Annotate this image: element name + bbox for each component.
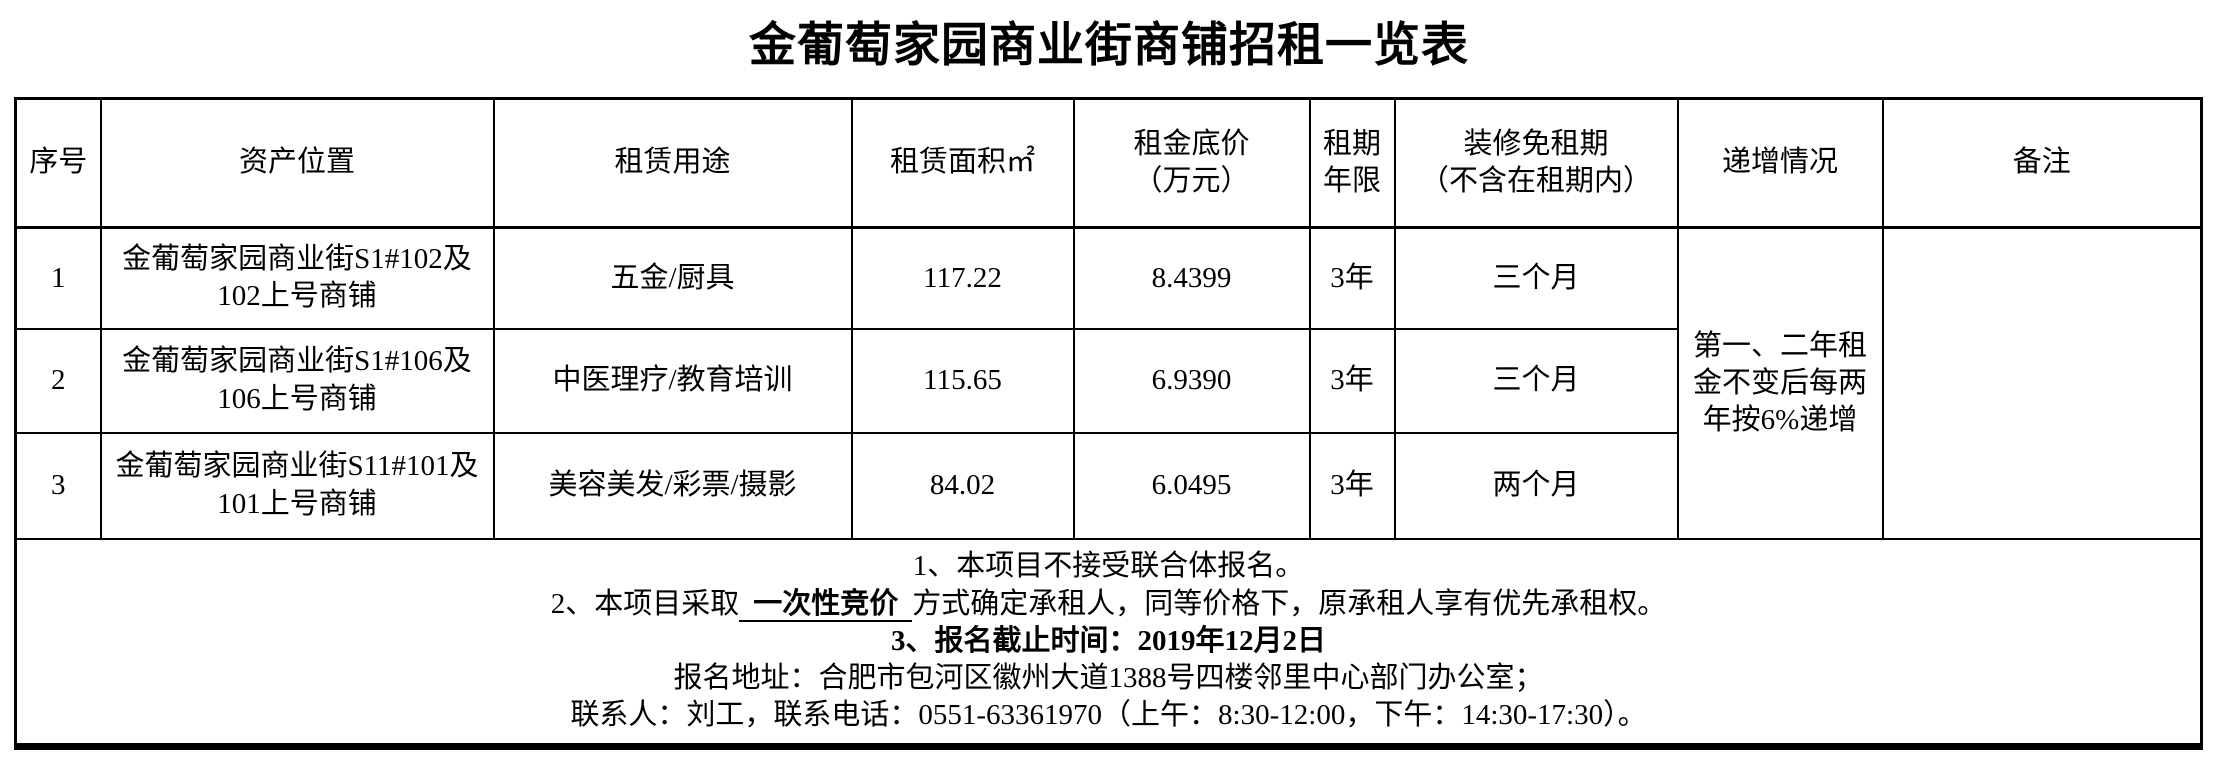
note-line-4-address: 报名地址：合肥市包河区徽州大道1388号四楼邻里中心部门办公室； bbox=[673, 661, 1544, 694]
page-title: 金葡萄家园商业街商铺招租一览表 bbox=[749, 20, 1469, 72]
header-rental-purpose: 租赁用途 bbox=[492, 97, 853, 229]
header-lease-term: 租期 年限 bbox=[1308, 97, 1396, 229]
cell-rent-free-period: 三个月 bbox=[1393, 226, 1679, 330]
cell-base-rent: 8.4399 bbox=[1072, 226, 1311, 330]
notes-section-row: 1、本项目不接受联合体报名。 2、本项目采取 一次性竞价 方式确定承租人，同等价格下… bbox=[14, 537, 2203, 748]
cell-asset-location: 金葡萄家园商业街S11#101及101上号商铺 bbox=[99, 431, 495, 540]
note-line-2-suffix: 方式确定承租人，同等价格下，原承租人享有优先承租权。 bbox=[912, 587, 1667, 620]
cell-base-rent: 6.0495 bbox=[1072, 431, 1311, 540]
cell-lease-term: 3年 bbox=[1308, 431, 1396, 540]
header-asset-location: 资产位置 bbox=[99, 97, 495, 229]
cell-asset-location: 金葡萄家园商业街S1#106及106上号商铺 bbox=[99, 327, 495, 434]
header-rent-free-period: 装修免租期 （不含在租期内） bbox=[1393, 97, 1679, 229]
note-line-3-deadline: 3、报名截止时间：2019年12月2日 bbox=[890, 624, 1326, 657]
note-line-5-contact: 联系人：刘工，联系电话：0551-63361970（上午：8:30-12:00，… bbox=[570, 698, 1647, 731]
cell-asset-location: 金葡萄家园商业街S1#102及102上号商铺 bbox=[99, 226, 495, 330]
cell-rental-purpose: 中医理疗/教育培训 bbox=[492, 327, 853, 434]
note-line-2-prefix: 2、本项目采取 bbox=[550, 587, 740, 620]
header-base-rent: 租金底价 （万元） bbox=[1072, 97, 1311, 229]
table-row: 3 金葡萄家园商业街S11#101及101上号商铺 美容美发/彩票/摄影 84.… bbox=[14, 431, 2202, 540]
cell-no: 3 bbox=[14, 431, 102, 540]
rent-listing-table: 序号 资产位置 租赁用途 租赁面积㎡ 租金底价 （万元） 租期 年限 装修免租期… bbox=[14, 97, 2203, 750]
cell-increment-merged: 第一、二年租金不变后每两年按6%递增 bbox=[1676, 226, 1884, 540]
cell-rental-purpose: 五金/厨具 bbox=[492, 226, 853, 330]
cell-rental-area: 115.65 bbox=[850, 327, 1075, 434]
header-remarks: 备注 bbox=[1881, 97, 2203, 229]
header-no: 序号 bbox=[14, 97, 102, 229]
cell-lease-term: 3年 bbox=[1308, 226, 1396, 330]
header-rental-area: 租赁面积㎡ bbox=[850, 97, 1075, 229]
cell-base-rent: 6.9390 bbox=[1072, 327, 1311, 434]
cell-rental-area: 117.22 bbox=[850, 226, 1075, 330]
cell-rental-purpose: 美容美发/彩票/摄影 bbox=[492, 431, 853, 540]
notes-section: 1、本项目不接受联合体报名。 2、本项目采取 一次性竞价 方式确定承租人，同等价格下… bbox=[14, 537, 2203, 748]
cell-rent-free-period: 两个月 bbox=[1393, 431, 1679, 540]
cell-lease-term: 3年 bbox=[1308, 327, 1396, 434]
table-row: 2 金葡萄家园商业街S1#106及106上号商铺 中医理疗/教育培训 115.6… bbox=[14, 327, 2202, 434]
cell-remarks-merged bbox=[1881, 226, 2203, 540]
note-line-2: 2、本项目采取 一次性竞价 方式确定承租人，同等价格下，原承租人享有优先承租权。 bbox=[23, 586, 2194, 623]
cell-no: 2 bbox=[14, 327, 102, 434]
cell-rental-area: 84.02 bbox=[850, 431, 1075, 540]
note-line-2-underlined-term: 一次性竞价 bbox=[739, 587, 913, 622]
header-increment: 递增情况 bbox=[1676, 97, 1884, 229]
table-header-row: 序号 资产位置 租赁用途 租赁面积㎡ 租金底价 （万元） 租期 年限 装修免租期… bbox=[14, 97, 2203, 229]
table-row: 1 金葡萄家园商业街S1#102及102上号商铺 五金/厨具 117.22 8.… bbox=[14, 226, 2203, 540]
cell-rent-free-period: 三个月 bbox=[1393, 327, 1679, 434]
cell-no: 1 bbox=[14, 226, 102, 330]
note-line-1: 1、本项目不接受联合体报名。 bbox=[912, 550, 1305, 583]
